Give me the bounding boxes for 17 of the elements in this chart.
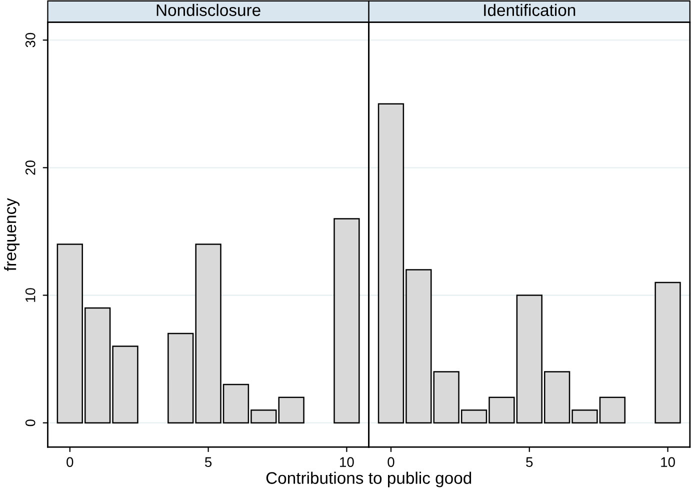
y-tick-label: 10: [25, 288, 36, 302]
bar: [278, 396, 304, 424]
y-tick-label: 0: [25, 420, 36, 426]
x-axis-title: Contributions to public good: [266, 472, 472, 488]
x-tick-label: 0: [388, 457, 394, 467]
bar: [654, 282, 681, 424]
x-tick-label: 5: [526, 457, 533, 467]
y-tick-label: 20: [25, 160, 36, 175]
y-tick-label: 30: [25, 32, 36, 48]
x-tick-label: 10: [661, 457, 675, 467]
chart-title: Nondisclosure: [156, 4, 260, 16]
bar: [334, 218, 360, 424]
x-tick-label: 0: [66, 457, 74, 467]
x-tick-label: 5: [204, 457, 212, 467]
x-tick-label: 10: [340, 457, 354, 467]
chart-title: Identification: [484, 4, 576, 16]
y-axis-title: frequency: [4, 198, 20, 272]
